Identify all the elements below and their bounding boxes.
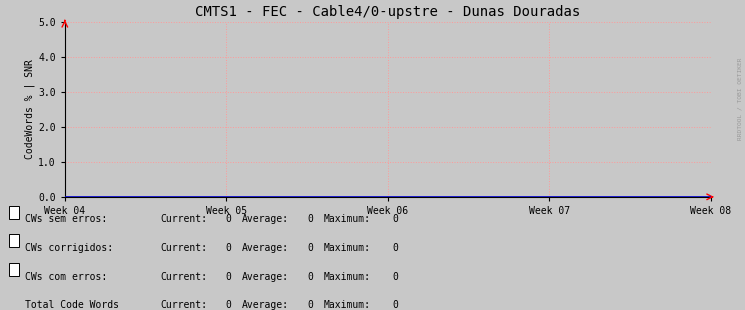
- Text: Average:: Average:: [242, 214, 289, 224]
- Text: 0: 0: [393, 214, 399, 224]
- Text: CWs com erros:: CWs com erros:: [25, 272, 107, 281]
- Text: Maximum:: Maximum:: [324, 214, 371, 224]
- Text: Maximum:: Maximum:: [324, 243, 371, 253]
- Text: Maximum:: Maximum:: [324, 300, 371, 310]
- Text: 0: 0: [307, 214, 313, 224]
- Text: CWs corrigidos:: CWs corrigidos:: [25, 243, 113, 253]
- Text: Maximum:: Maximum:: [324, 272, 371, 281]
- Text: Current:: Current:: [160, 214, 207, 224]
- Text: Current:: Current:: [160, 243, 207, 253]
- Text: Current:: Current:: [160, 272, 207, 281]
- Title: CMTS1 - FEC - Cable4/0-upstre - Dunas Douradas: CMTS1 - FEC - Cable4/0-upstre - Dunas Do…: [195, 5, 580, 19]
- Text: 0: 0: [225, 272, 231, 281]
- Text: CWs sem erros:: CWs sem erros:: [25, 214, 107, 224]
- Text: Total Code Words: Total Code Words: [25, 300, 119, 310]
- Text: 0: 0: [225, 214, 231, 224]
- Text: 0: 0: [393, 243, 399, 253]
- Text: Average:: Average:: [242, 300, 289, 310]
- Text: RRDTOOL / TOBI OETIKER: RRDTOOL / TOBI OETIKER: [738, 58, 743, 140]
- Y-axis label: CodeWords % | SNR: CodeWords % | SNR: [25, 59, 35, 159]
- Text: 0: 0: [393, 272, 399, 281]
- Text: Current:: Current:: [160, 300, 207, 310]
- Text: 0: 0: [307, 272, 313, 281]
- Text: 0: 0: [307, 300, 313, 310]
- Text: 0: 0: [307, 243, 313, 253]
- Text: 0: 0: [393, 300, 399, 310]
- Text: Average:: Average:: [242, 243, 289, 253]
- Text: Average:: Average:: [242, 272, 289, 281]
- Text: 0: 0: [225, 243, 231, 253]
- Text: 0: 0: [225, 300, 231, 310]
